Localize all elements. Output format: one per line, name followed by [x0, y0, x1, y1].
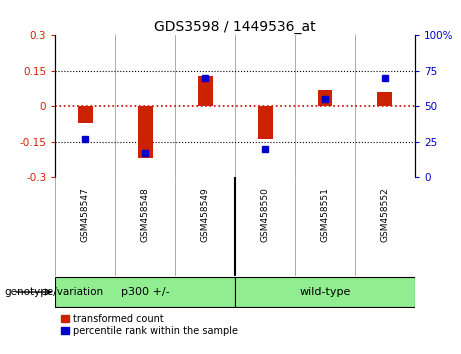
Bar	[235, 277, 415, 307]
Legend: transformed count, percentile rank within the sample: transformed count, percentile rank withi…	[60, 313, 239, 337]
Text: genotype/variation: genotype/variation	[5, 287, 104, 297]
Text: GSM458552: GSM458552	[380, 187, 390, 242]
Bar	[378, 92, 392, 106]
Text: GSM458547: GSM458547	[81, 187, 90, 242]
Text: p300 +/-: p300 +/-	[121, 287, 170, 297]
Title: GDS3598 / 1449536_at: GDS3598 / 1449536_at	[154, 21, 316, 34]
Text: wild-type: wild-type	[299, 287, 351, 297]
Bar	[78, 106, 93, 123]
Bar	[198, 75, 213, 106]
Bar	[55, 277, 235, 307]
Bar	[138, 106, 153, 158]
Text: GSM458549: GSM458549	[201, 187, 210, 242]
Bar	[258, 106, 272, 139]
Bar	[318, 90, 332, 106]
Text: GSM458551: GSM458551	[320, 187, 330, 242]
Text: GSM458548: GSM458548	[141, 187, 150, 242]
Text: GSM458550: GSM458550	[260, 187, 270, 242]
